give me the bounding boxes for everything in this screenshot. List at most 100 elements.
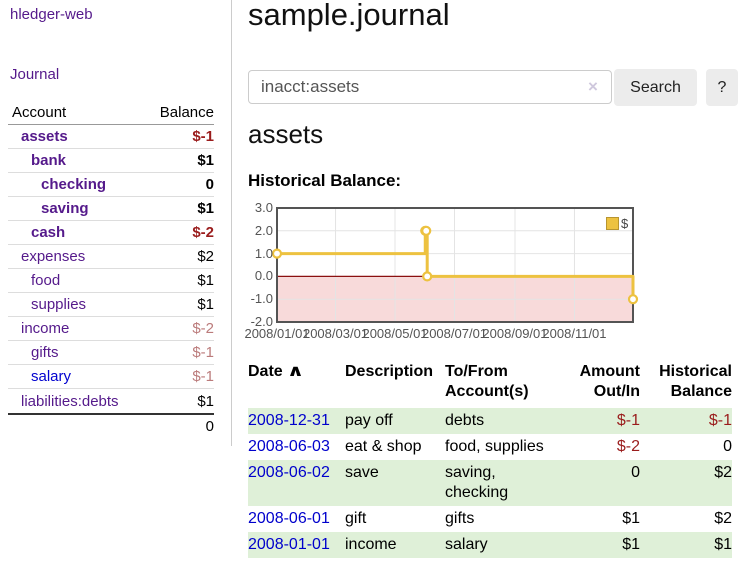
account-link-checking[interactable]: checking	[41, 176, 107, 193]
transaction-accounts: food, supplies	[445, 438, 544, 455]
account-link-liabilities-debts[interactable]: liabilities:debts	[21, 392, 119, 410]
x-axis-tick-label: 2008/07/01	[421, 326, 488, 341]
y-axis-tick-label: -2.0	[250, 314, 273, 329]
column-header-historical-balance: Historical Balance	[659, 363, 732, 400]
account-row-income: income $-2	[8, 317, 214, 341]
accounts-table-header: Account Balance	[8, 101, 214, 125]
search-button[interactable]: Search	[614, 69, 697, 106]
transaction-row[interactable]: 2008-12-31 pay off debts $-1 $-1	[248, 408, 732, 434]
transaction-row[interactable]: 2008-01-01 income salary $1 $1	[248, 532, 732, 558]
account-balance: $1	[197, 296, 214, 313]
transaction-amount: $-2	[616, 438, 640, 455]
account-balance: 0	[205, 176, 214, 193]
transaction-accounts: gifts	[445, 510, 475, 527]
transaction-description: income	[345, 536, 397, 553]
transaction-balance: $2	[714, 510, 732, 527]
legend-label: $	[621, 216, 629, 231]
data-point-marker	[422, 271, 433, 282]
account-link-cash[interactable]: cash	[31, 224, 66, 241]
nav-journal-link[interactable]: Journal	[10, 66, 60, 83]
account-row-gifts: gifts $-1	[8, 341, 214, 365]
account-link-gifts[interactable]: gifts	[31, 344, 59, 361]
help-button[interactable]: ?	[706, 69, 738, 106]
data-point-marker	[271, 248, 283, 259]
account-link-saving[interactable]: saving	[41, 200, 89, 217]
historical-balance-chart: 3.0 2.0 1.0 0.0 -1.0 -2.0 2008/01/01 2008/03/01…	[244, 196, 648, 346]
search-box: ×	[248, 70, 612, 104]
column-header-tofrom-accounts: To/From Account(s)	[445, 363, 529, 400]
transaction-amount: $1	[622, 536, 640, 553]
transaction-amount: 0	[631, 464, 640, 481]
search-bar: × Search ?	[248, 69, 742, 107]
transaction-amount: $-1	[616, 412, 640, 429]
account-row-food: food $1	[8, 269, 214, 293]
account-balance: $1	[197, 272, 214, 289]
account-link-income[interactable]: income	[21, 320, 70, 337]
transaction-balance: $-1	[708, 412, 732, 429]
transaction-balance: $1	[714, 536, 732, 553]
account-row-bank: bank $1	[8, 149, 214, 173]
accounts-header-account: Account	[12, 104, 67, 121]
account-row-supplies: supplies $1	[8, 293, 214, 317]
account-link-food[interactable]: food	[31, 272, 61, 289]
register-table: Date ∧ Description To/From Account(s) Amo…	[248, 360, 732, 558]
transaction-amount: $1	[622, 510, 640, 527]
account-row-salary: salary $-1	[8, 365, 214, 389]
account-balance: $-1	[192, 344, 214, 361]
account-link-supplies[interactable]: supplies	[31, 296, 87, 313]
account-balance: $1	[197, 152, 214, 169]
account-balance: $1	[197, 392, 214, 410]
x-axis-tick-label: 2008/01/01	[244, 326, 310, 341]
account-link-expenses[interactable]: expenses	[21, 248, 86, 265]
account-row-liabilities-debts: liabilities:debts $1	[8, 389, 214, 413]
account-row-expenses: expenses $2	[8, 245, 214, 269]
account-link-bank[interactable]: bank	[31, 152, 67, 169]
x-axis-tick-label: 2008/05/01	[362, 326, 428, 341]
data-point-marker	[421, 225, 432, 236]
transaction-accounts: debts	[445, 412, 485, 429]
column-header-date[interactable]: Date ∧	[248, 360, 345, 408]
accounts-header-balance: Balance	[159, 104, 214, 121]
page-title: sample.journal	[248, 0, 450, 32]
clear-search-icon[interactable]: ×	[588, 77, 598, 96]
y-axis-tick-label: -1.0	[250, 291, 273, 307]
account-balance: $-1	[192, 128, 214, 145]
y-axis-tick-label: 1.0	[254, 245, 273, 261]
x-axis-tick-label: 2008/09/01	[482, 326, 548, 341]
brand-link[interactable]: hledger-web	[10, 6, 93, 23]
transaction-date-link[interactable]: 2008-01-01	[248, 536, 330, 553]
column-header-date-label: Date	[248, 363, 283, 380]
account-balance: $-2	[192, 224, 214, 241]
search-input[interactable]	[248, 70, 612, 104]
accounts-total-balance: 0	[205, 417, 214, 435]
transaction-row[interactable]: 2008-06-03 eat & shop food, supplies $-2…	[248, 434, 732, 460]
column-header-description: Description	[345, 363, 434, 380]
account-balance: $1	[197, 200, 214, 217]
account-balance: $2	[197, 248, 214, 265]
transaction-balance: 0	[723, 438, 732, 455]
y-axis-tick-label: 0.0	[254, 268, 273, 284]
transaction-date-link[interactable]: 2008-06-01	[248, 510, 330, 527]
account-link-salary[interactable]: salary	[31, 368, 72, 385]
y-axis-tick-label: 2.0	[254, 222, 273, 238]
sort-asc-icon: ∧	[286, 363, 304, 380]
transaction-description: pay off	[345, 412, 393, 429]
transaction-date-link[interactable]: 2008-12-31	[248, 412, 330, 429]
transaction-row[interactable]: 2008-06-02 save saving, checking 0 $2	[248, 460, 732, 506]
transaction-row[interactable]: 2008-06-01 gift gifts $1 $2	[248, 506, 732, 532]
chart-legend: $	[606, 216, 628, 231]
account-link-assets[interactable]: assets	[21, 128, 68, 145]
transaction-date-link[interactable]: 2008-06-02	[248, 464, 330, 481]
main-content: sample.journal × Search ? assets Histori…	[244, 0, 742, 582]
sidebar: hledger-web Journal Account Balance asse…	[0, 0, 232, 446]
accounts-total-row: 0	[8, 413, 214, 437]
transaction-balance: $2	[714, 464, 732, 481]
x-axis-tick-label: 2008/03/01	[302, 326, 369, 341]
data-point-marker	[627, 294, 639, 305]
x-axis-tick-label: 2008/11/01	[542, 326, 607, 341]
account-balance: $-1	[192, 368, 214, 385]
account-row-checking: checking 0	[8, 173, 214, 197]
transaction-date-link[interactable]: 2008-06-03	[248, 438, 330, 455]
transaction-accounts: saving, checking	[445, 464, 509, 501]
y-axis-tick-label: 3.0	[254, 200, 273, 215]
